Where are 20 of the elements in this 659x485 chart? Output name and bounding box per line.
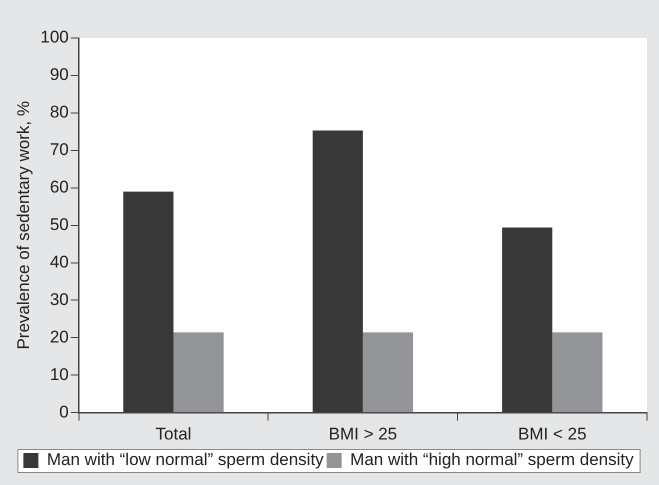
bar (552, 332, 602, 412)
y-axis-title: Prevalence of sedentary work, % (14, 101, 33, 350)
bar (173, 332, 224, 412)
legend-label: Man with “high normal” sperm density (350, 450, 634, 470)
y-tick-label: 50 (50, 214, 69, 234)
y-tick-label: 70 (50, 140, 69, 160)
x-tick-label: BMI < 25 (518, 424, 587, 444)
legend-label: Man with “low normal” sperm density (46, 450, 324, 470)
x-tick-label: BMI > 25 (328, 424, 398, 444)
y-tick-label: 40 (50, 252, 69, 272)
x-tick-label: Total (156, 424, 192, 444)
y-tick-label: 30 (50, 290, 69, 309)
y-tick-label: 80 (50, 102, 69, 122)
y-tick-label: 0 (59, 402, 69, 422)
y-tick-label: 60 (50, 178, 69, 197)
y-tick-label: 20 (50, 327, 69, 346)
y-tick-label: 100 (40, 28, 69, 47)
y-tick-label: 90 (50, 65, 69, 84)
y-tick-label: 10 (50, 364, 69, 384)
bar (362, 332, 414, 412)
